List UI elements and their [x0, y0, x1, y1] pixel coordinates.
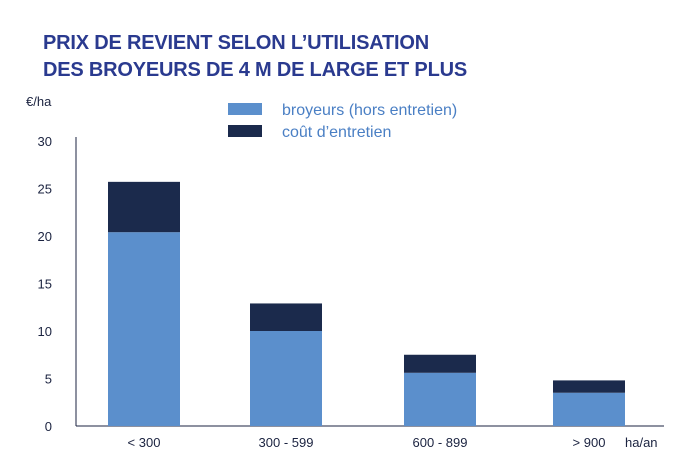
bar-broyeurs [250, 331, 322, 426]
x-tick-label: 300 - 599 [259, 435, 314, 450]
y-tick-label: 0 [45, 419, 52, 434]
chart-legend: broyeurs (hors entretien) coût d’entretie… [228, 102, 457, 141]
y-tick-label: 10 [38, 324, 52, 339]
chart-title-line1: PRIX DE REVIENT SELON L’UTILISATION [43, 32, 429, 54]
legend-swatch [228, 103, 262, 115]
bar-entretien [108, 181, 180, 233]
x-tick-label: < 300 [128, 435, 161, 450]
chart-title-line2: DES BROYEURS DE 4 M DE LARGE ET PLUS [43, 59, 467, 81]
legend-label: coût d’entretien [282, 124, 391, 141]
y-tick-label: 20 [38, 229, 52, 244]
x-tick-label: > 900 [573, 435, 606, 450]
bar-entretien [404, 354, 476, 373]
y-tick-label: 25 [38, 182, 52, 197]
bar-entretien [553, 380, 625, 393]
chart-bars [108, 181, 625, 426]
legend-swatch [228, 125, 262, 137]
y-tick-label: 30 [38, 134, 52, 149]
y-tick-label: 15 [38, 277, 52, 292]
bar-broyeurs [108, 232, 180, 426]
bar-broyeurs [404, 372, 476, 426]
x-tick-label: 600 - 899 [413, 435, 468, 450]
legend-label: broyeurs (hors entretien) [282, 102, 457, 119]
bar-entretien [250, 303, 322, 331]
bar-broyeurs [553, 392, 625, 426]
x-axis-label: ha/an [625, 435, 658, 450]
chart-title: PRIX DE REVIENT SELON L’UTILISATION DES … [43, 30, 467, 84]
y-tick-label: 5 [45, 372, 52, 387]
y-axis-label: €/ha [26, 94, 52, 109]
